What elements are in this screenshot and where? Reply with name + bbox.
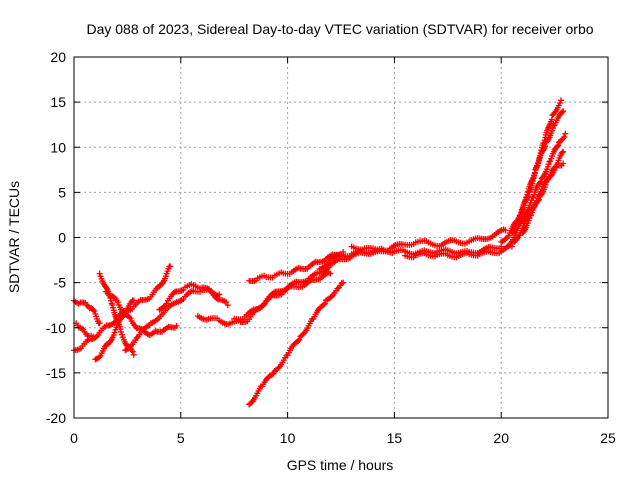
y-tick-label: -10 (46, 320, 66, 336)
series-track-5 (71, 297, 103, 327)
series-track-14 (348, 226, 509, 255)
y-tick-label: 0 (58, 230, 66, 246)
y-tick-label: -20 (46, 410, 66, 426)
series-track-15 (402, 242, 515, 261)
y-tick-label: 20 (50, 49, 66, 65)
x-tick-label: 15 (387, 430, 403, 446)
y-tick-label: -15 (46, 365, 66, 381)
y-tick-label: -5 (54, 275, 67, 291)
y-tick-label: 15 (50, 94, 66, 110)
y-tick-label: 10 (50, 139, 66, 155)
series-track-20 (519, 160, 567, 236)
x-tick-label: 25 (600, 430, 616, 446)
series-track-12 (246, 279, 347, 408)
x-tick-label: 20 (493, 430, 509, 446)
chart-title: Day 088 of 2023, Sidereal Day-to-day VTE… (86, 21, 593, 37)
y-axis-label: SDTVAR / TECUs (6, 181, 22, 293)
x-tick-label: 5 (177, 430, 185, 446)
series-track-4 (103, 288, 180, 339)
x-tick-label: 0 (70, 430, 78, 446)
x-tick-label: 10 (280, 430, 296, 446)
x-axis-label: GPS time / hours (287, 457, 394, 473)
series-track-8 (156, 281, 231, 313)
axis-ticks: 0 5 10 15 20 25 -20 -15 -10 -5 0 5 10 15 20 (46, 49, 616, 446)
series-track-17 (508, 108, 567, 236)
y-tick-label: 5 (58, 184, 66, 200)
